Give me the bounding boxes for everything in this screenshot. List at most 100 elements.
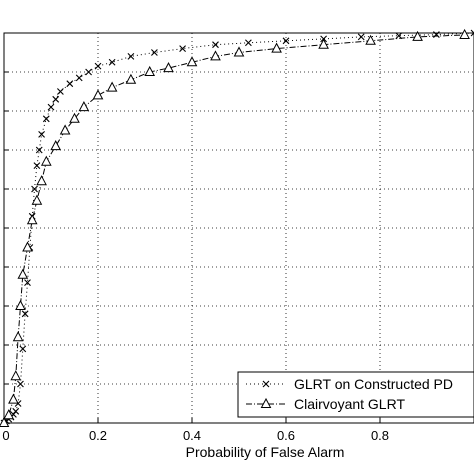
data-point	[365, 34, 376, 45]
data-point	[127, 53, 135, 60]
x-tick-label: 0.8	[371, 428, 389, 443]
data-point-stroke-b	[21, 310, 29, 318]
data-point	[186, 56, 198, 67]
data-point	[85, 68, 92, 76]
legend-marker-triangle	[260, 397, 272, 408]
data-point-stroke-b	[12, 407, 20, 415]
data-point-stroke-b	[282, 37, 290, 45]
data-point-stroke-b	[94, 62, 102, 70]
legend-label-glrt: GLRT on Constructed PD	[294, 376, 453, 392]
data-point	[66, 80, 74, 88]
data-point-stroke-b	[85, 68, 92, 76]
data-point	[459, 28, 470, 39]
data-point-stroke-b	[35, 146, 43, 154]
data-point	[21, 310, 29, 318]
legend-box	[237, 371, 474, 418]
data-point	[17, 380, 24, 388]
data-point	[151, 49, 158, 56]
data-point-stroke-b	[395, 32, 403, 40]
data-point	[47, 103, 55, 111]
data-point-stroke-b	[66, 80, 74, 88]
data-point	[318, 38, 329, 49]
data-point	[0, 416, 10, 427]
data-point	[69, 112, 80, 123]
data-point	[17, 268, 29, 279]
data-point	[12, 407, 20, 415]
data-point-stroke-b	[75, 74, 83, 82]
data-point	[179, 45, 186, 52]
data-point	[26, 214, 38, 225]
data-point-stroke-b	[357, 33, 365, 41]
data-point	[19, 345, 27, 353]
data-point	[233, 46, 245, 57]
data-point-stroke-b	[151, 49, 158, 56]
data-point	[24, 279, 31, 286]
data-point	[78, 101, 90, 112]
data-point	[31, 194, 43, 205]
legend-label-clairvoyant: Clairvoyant GLRT	[294, 396, 405, 412]
data-point	[108, 58, 116, 66]
data-point-stroke-b	[33, 162, 41, 169]
data-point	[10, 370, 22, 381]
x-tick-label: 0.4	[183, 428, 201, 443]
data-point	[125, 73, 137, 84]
data-point-stroke-a	[470, 29, 474, 34]
data-point-stroke-b	[245, 39, 252, 47]
data-point	[163, 62, 174, 73]
legend-marker-x-stroke-b	[262, 380, 270, 388]
x-tick-label: 0	[2, 428, 9, 443]
data-point	[271, 42, 282, 53]
data-point-stroke-b	[38, 131, 45, 138]
data-point	[15, 299, 26, 310]
data-point-stroke-b	[31, 185, 38, 193]
data-point	[52, 95, 60, 103]
data-point-stroke-b	[127, 53, 135, 60]
x-axis-label: Probability of False Alarm	[186, 444, 345, 460]
data-point-stroke-b	[42, 115, 50, 123]
data-point	[94, 62, 102, 70]
data-point-stroke-b	[212, 41, 219, 49]
data-point	[212, 41, 219, 49]
data-point	[38, 131, 45, 138]
data-point	[357, 33, 365, 41]
series-line	[3, 32, 474, 424]
data-point	[50, 140, 62, 151]
x-tick-label: 0.2	[89, 428, 107, 443]
data-point	[33, 162, 41, 169]
data-point	[245, 39, 252, 47]
grid-lines	[4, 33, 474, 423]
data-point-stroke-b	[179, 45, 186, 52]
data-point	[36, 175, 47, 186]
series-line	[3, 34, 465, 424]
data-point-stroke-b	[57, 88, 64, 95]
data-point	[92, 89, 104, 100]
data-point	[412, 30, 423, 41]
data-point-stroke-b	[52, 95, 60, 103]
data-point-stroke-b	[17, 380, 24, 388]
data-point	[75, 74, 83, 82]
data-point	[35, 146, 43, 154]
data-point	[42, 115, 50, 123]
series-0	[0, 29, 474, 427]
series-1	[0, 28, 470, 427]
data-point-stroke-b	[24, 279, 31, 286]
legend: GLRT on Constructed PD Clairvoyant GLRT	[237, 371, 474, 418]
axis-ticks: 0 0.2 0.4 0.6 0.8	[2, 32, 389, 443]
data-point-stroke-b	[470, 32, 474, 37]
data-point	[59, 124, 71, 135]
x-tick-label: 0.6	[277, 428, 295, 443]
data-point	[22, 241, 33, 252]
legend-marker-glrt	[262, 380, 270, 388]
data-point	[470, 29, 474, 37]
legend-marker-clairvoyant	[260, 397, 272, 408]
data-point	[31, 185, 38, 193]
data-point	[40, 155, 52, 166]
data-point	[12, 331, 24, 342]
legend-marker-x	[262, 380, 270, 388]
data-point	[210, 50, 221, 61]
data-point-stroke-b	[47, 103, 55, 111]
data-point	[106, 81, 118, 92]
data-point	[3, 409, 15, 420]
data-point	[57, 88, 64, 95]
